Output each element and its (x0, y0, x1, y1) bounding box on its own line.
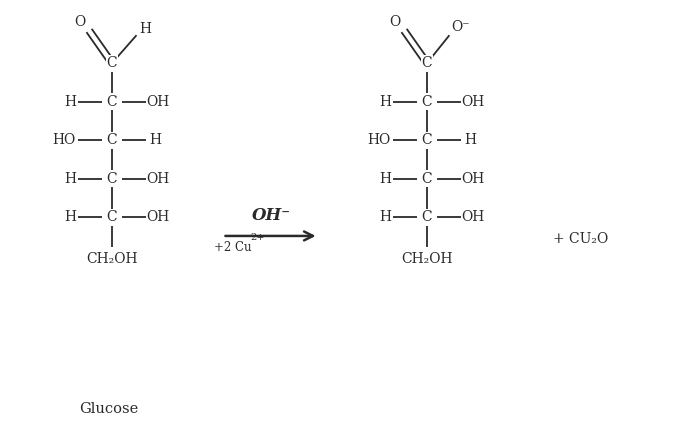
Text: C: C (421, 172, 433, 186)
Text: OH: OH (146, 210, 170, 224)
Text: HO: HO (52, 133, 76, 147)
Text: H: H (464, 133, 477, 147)
Text: CH₂OH: CH₂OH (401, 252, 453, 266)
Text: H: H (379, 210, 392, 224)
Text: O: O (74, 15, 85, 29)
Text: C: C (106, 172, 118, 186)
Text: H: H (64, 210, 77, 224)
Text: C: C (106, 95, 118, 109)
Text: Glucose: Glucose (79, 402, 138, 416)
Text: C: C (421, 133, 433, 147)
Text: H: H (139, 22, 151, 35)
Text: O: O (389, 15, 400, 29)
Text: C: C (421, 56, 433, 70)
Text: OH: OH (461, 172, 485, 186)
Text: C: C (421, 210, 433, 224)
Text: C: C (106, 56, 118, 70)
Text: OH: OH (146, 95, 170, 109)
Text: + CU₂O: + CU₂O (554, 232, 608, 246)
Text: O⁻: O⁻ (452, 20, 470, 34)
Text: H: H (64, 95, 77, 109)
Text: OH: OH (461, 95, 485, 109)
Text: CH₂OH: CH₂OH (86, 252, 138, 266)
Text: OH: OH (461, 210, 485, 224)
Text: OH: OH (146, 172, 170, 186)
Text: HO: HO (368, 133, 391, 147)
Text: H: H (379, 172, 392, 186)
Text: C: C (421, 95, 433, 109)
Text: +2 Cu: +2 Cu (214, 241, 251, 254)
Text: H: H (149, 133, 162, 147)
Text: 2+: 2+ (250, 233, 265, 242)
Text: C: C (106, 210, 118, 224)
Text: H: H (64, 172, 77, 186)
Text: H: H (379, 95, 392, 109)
Text: OH⁻: OH⁻ (252, 207, 290, 225)
Text: C: C (106, 133, 118, 147)
